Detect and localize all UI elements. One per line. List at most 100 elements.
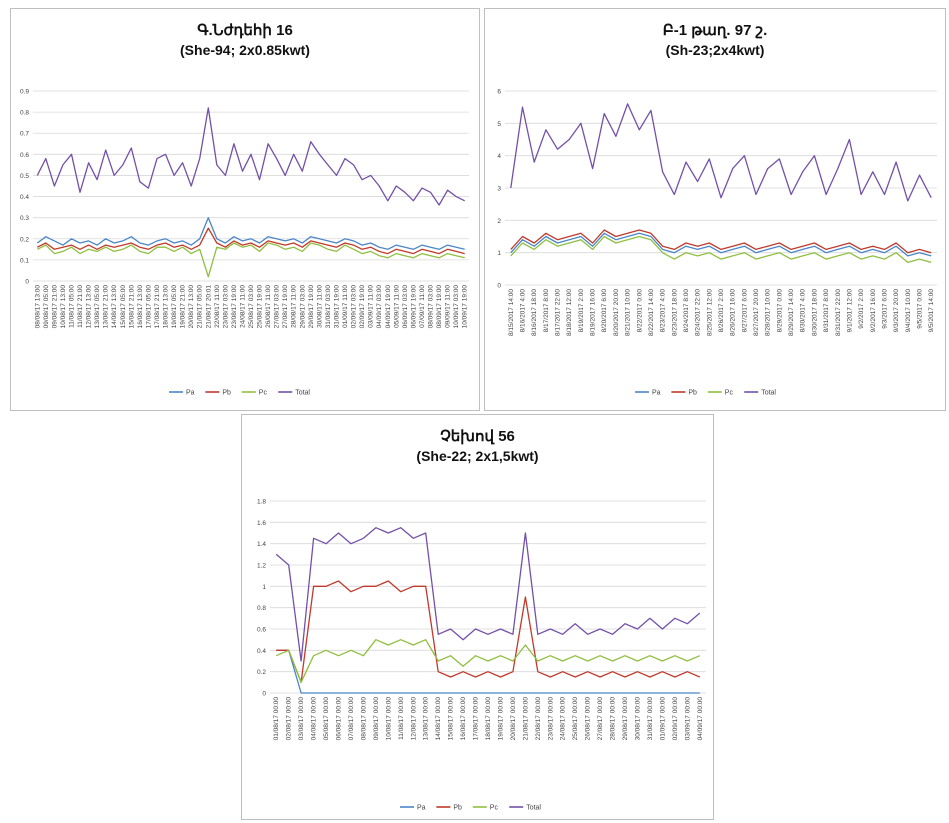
x-tick-label: 17/08/17 21:00 <box>154 285 161 329</box>
series-line-pa <box>36 217 465 250</box>
x-tick-label: 28/08/17 00:00 <box>610 697 617 741</box>
y-tick-label: 1.8 <box>257 499 266 506</box>
y-tick-label: 1.6 <box>257 520 266 527</box>
x-tick-label: 8/28/2017 10:00 <box>765 289 772 336</box>
x-tick-label: 11/08/17 00:00 <box>398 697 405 740</box>
x-tick-label: 8/27/2017 20:00 <box>753 289 760 336</box>
x-tick-label: 20/08/17 00:00 <box>510 697 517 741</box>
x-tick-label: 8/20/2017 6:00 <box>601 289 608 333</box>
legend-entry: Pa <box>652 390 661 397</box>
y-tick-label: 0.4 <box>257 648 266 655</box>
legend-entry: Pb <box>453 805 462 812</box>
chart-panel-2: Բ-1 թաղ. 97 շ. (Sh-23;2x4kwt) 0 1 2 3 4 5 6 8/1… <box>484 8 946 411</box>
x-tick-label: 25/08/17 00:00 <box>572 697 579 741</box>
x-tick-label: 8/27/2017 6:00 <box>741 289 748 333</box>
x-tick-label: 08/09/17 03:00 <box>428 285 435 329</box>
x-tick-label: 19/08/17 00:00 <box>497 697 504 741</box>
x-tick-label: 08/09/17 19:00 <box>436 285 443 329</box>
x-tick-label: 02/08/17 00:00 <box>286 697 293 741</box>
x-tick-label: 8/15/2017 14:00 <box>508 289 515 336</box>
x-tick-label: 09/09/17 11:00 <box>445 285 452 328</box>
x-tick-label: 8/29/2017 0:00 <box>776 289 783 333</box>
x-tick-label: 08/08/17 13:00 <box>34 285 41 329</box>
x-tick-label: 10/08/17 00:00 <box>385 697 392 741</box>
x-tick-label: 02/09/17 03:00 <box>351 285 358 329</box>
x-tick-label: 8/16/2017 18:00 <box>531 289 538 336</box>
x-tick-label: 10/09/17 03:00 <box>453 285 460 329</box>
chart-panel-3: Չեխով 56 (She-22; 2x1,5kwt) 0 0.2 0.4 0.6 0.… <box>241 414 714 820</box>
x-tick-label: 05/09/17 11:00 <box>393 285 400 328</box>
x-tick-label: 03/09/17 11:00 <box>368 285 375 328</box>
x-tick-label: 04/09/17 19:00 <box>385 285 392 329</box>
x-tick-label: 9/3/2017 6:00 <box>881 289 888 329</box>
x-tick-label: 10/08/17 13:00 <box>60 285 67 329</box>
x-tick-label: 04/08/17 00:00 <box>311 697 318 741</box>
x-tick-label: 19/08/17 05:00 <box>171 285 178 329</box>
x-tick-label: 8/19/2017 16:00 <box>590 289 597 336</box>
series-line-total <box>36 107 465 206</box>
y-tick-label: 1 <box>497 250 501 257</box>
x-tick-label: 01/08/17 00:00 <box>273 697 280 741</box>
x-tick-label: 16/08/17 00:00 <box>460 697 467 741</box>
x-tick-label: 06/09/17 19:00 <box>410 285 417 329</box>
x-tick-label: 12/08/17 00:00 <box>410 697 417 741</box>
legend-entry: Pc <box>259 390 268 397</box>
x-tick-label: 13/08/17 21:00 <box>103 285 110 329</box>
chart-svg: 0 0.1 0.2 0.3 0.4 0.5 0.6 0.7 0.8 0.9 08/08/17 13:… <box>20 89 469 397</box>
y-tick-label: 0.6 <box>20 152 29 159</box>
chart-subtitle: (She-94; 2x0.85kwt) <box>180 42 310 58</box>
legend-entry: Pb <box>222 390 231 397</box>
x-tick-label: 30/08/17 00:00 <box>634 697 641 741</box>
y-tick-label: 0.3 <box>20 215 29 222</box>
x-tick-label: 19/08/17 21:00 <box>180 285 187 329</box>
y-tick-label: 0.2 <box>20 236 29 243</box>
chart-svg: 0 1 2 3 4 5 6 8/15/2017 14:00 8/16/2017 4:00 8/16… <box>497 89 937 397</box>
x-tick-label: 8/20/2017 20:00 <box>613 289 620 336</box>
x-tick-label: 27/08/17 03:00 <box>274 285 281 329</box>
x-tick-label: 17/08/17 05:00 <box>145 285 152 329</box>
x-tick-label: 13/08/17 05:00 <box>94 285 101 329</box>
y-tick-label: 4 <box>497 153 501 160</box>
chart-title: Գ.Նժդեհի 16 <box>197 22 293 39</box>
x-tick-label: 18/08/17 13:00 <box>163 285 170 329</box>
legend-entry: Pc <box>725 390 734 397</box>
x-tick-label: 07/08/17 00:00 <box>348 697 355 741</box>
x-tick-label: 04/09/17 03:00 <box>376 285 383 329</box>
y-tick-label: 0 <box>25 279 29 286</box>
x-tick-label: 8/26/2017 2:00 <box>718 289 725 333</box>
x-tick-label: 9/4/2017 10:00 <box>905 289 912 333</box>
y-tick-label: 6 <box>497 89 501 96</box>
x-tick-label: 27/08/17 00:00 <box>597 697 604 741</box>
y-tick-label: 5 <box>497 121 501 128</box>
series-line-total <box>275 527 701 662</box>
legend-entry: Pb <box>688 390 697 397</box>
x-tick-label: 18/08/17 00:00 <box>485 697 492 741</box>
x-tick-label: 8/17/2017 22:00 <box>555 289 562 336</box>
x-tick-label: 9/3/2017 20:00 <box>893 289 900 333</box>
x-tick-label: 8/24/2017 22:00 <box>695 289 702 336</box>
x-tick-label: 02/09/17 19:00 <box>359 285 366 329</box>
series-line-pc <box>37 242 465 278</box>
x-tick-label: 9/2/2017 2:00 <box>858 289 865 329</box>
x-tick-label: 8/30/2017 18:00 <box>811 289 818 336</box>
x-tick-label: 05/08/17 00:00 <box>323 697 330 741</box>
y-tick-label: 0.1 <box>20 257 29 264</box>
x-tick-label: 8/31/2017 22:00 <box>835 289 842 336</box>
x-tick-label: 29/08/17 00:00 <box>622 697 629 741</box>
chart-svg: 0 0.2 0.4 0.6 0.8 1 1.2 1.4 1.6 1.8 01/08/17 00:00… <box>257 499 706 812</box>
legend-entry: Pc <box>490 805 499 812</box>
x-tick-label: 10/09/17 19:00 <box>462 285 469 329</box>
x-tick-label: 13/08/17 00:00 <box>423 697 430 741</box>
x-tick-label: 09/08/17 05:00 <box>43 285 50 329</box>
x-tick-label: 09/08/17 21:00 <box>51 285 58 329</box>
x-tick-label: 8/23/2017 4:00 <box>660 289 667 333</box>
x-tick-label: 09/08/17 00:00 <box>373 697 380 741</box>
y-tick-label: 3 <box>497 186 501 193</box>
chart-title: Չեխով 56 <box>440 428 515 445</box>
x-tick-label: 23/08/17 03:00 <box>222 285 229 329</box>
x-tick-label: 8/30/2017 4:00 <box>800 289 807 333</box>
x-tick-label: 9/2/2017 16:00 <box>870 289 877 333</box>
y-tick-label: 0.5 <box>20 173 29 180</box>
chart-subtitle: (Sh-23;2x4kwt) <box>665 42 765 58</box>
legend-entry: Total <box>526 805 541 812</box>
